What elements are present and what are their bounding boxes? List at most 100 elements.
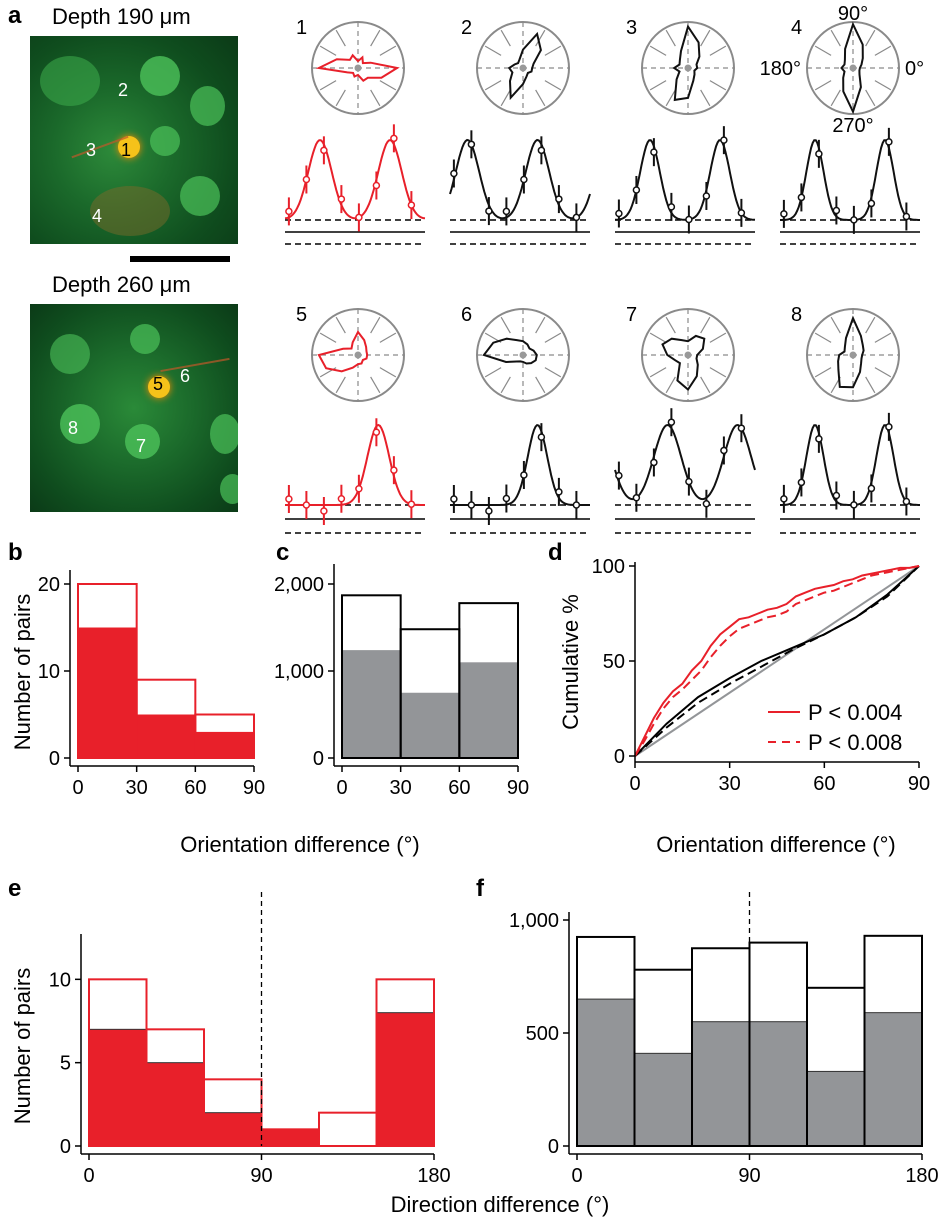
polar-tick <box>335 89 346 107</box>
data-point <box>902 497 911 506</box>
polar-tick <box>665 29 676 47</box>
polar-tick <box>709 367 727 378</box>
polar-response <box>837 315 865 389</box>
panel-e-letter: e <box>8 875 21 902</box>
cell-panel-2: 2 <box>449 17 591 245</box>
data-point <box>337 494 346 503</box>
x-tick-label: 180 <box>905 1165 938 1187</box>
cell-panel-5: 5 <box>285 304 425 534</box>
data-point <box>850 501 858 509</box>
polar-response <box>661 334 706 391</box>
polar-outer-circle <box>311 308 405 402</box>
tuning-curve <box>780 139 920 221</box>
x-tick-label: 90 <box>908 773 930 795</box>
data-point <box>685 477 693 486</box>
bar-filled <box>342 650 401 758</box>
y-tick-label: 0 <box>614 746 625 768</box>
data-point <box>407 201 416 209</box>
panel-f-letter: f <box>476 875 485 902</box>
polar-tick <box>830 316 841 334</box>
polar-outer-circle <box>806 21 900 115</box>
data-point <box>555 488 563 496</box>
polar-tick <box>379 332 397 343</box>
data-point <box>302 501 311 509</box>
polar-tick <box>484 332 502 343</box>
x-tick-label: 30 <box>719 773 741 795</box>
polar-center-dot <box>354 64 362 72</box>
polar-tick <box>874 80 892 91</box>
polar-tick <box>649 80 667 91</box>
data-point <box>832 491 841 500</box>
y-tick-label: 0 <box>60 1136 71 1158</box>
bar-outline <box>691 947 751 1147</box>
cell-label: 2 <box>118 80 129 100</box>
cell-label: 5 <box>153 374 164 394</box>
data-point <box>815 150 823 158</box>
y-tick-label: 500 <box>526 1023 559 1045</box>
y-tick-label: 20 <box>38 574 60 596</box>
bar-outline <box>863 934 923 1147</box>
data-point <box>537 433 546 441</box>
y-tick-label: 0 <box>49 748 60 770</box>
data-point <box>815 435 823 443</box>
y-tick-label: 50 <box>603 651 625 673</box>
bar-filled <box>146 1062 205 1147</box>
data-point <box>685 215 693 224</box>
bar-outline <box>203 1078 263 1148</box>
cell-panel-number: 7 <box>626 304 637 326</box>
bar-outline <box>633 968 693 1147</box>
cell-panel-number: 3 <box>626 17 637 39</box>
bar-filled <box>691 1021 750 1147</box>
polar-tick <box>649 45 667 56</box>
cell-panel-number: 5 <box>296 304 307 326</box>
polar-label-0: 0° <box>905 58 924 80</box>
x-tick-label: 30 <box>390 777 412 799</box>
data-point <box>650 458 658 467</box>
d-x-label: Orientation difference (°) <box>656 832 896 857</box>
bar-filled <box>634 1052 693 1147</box>
bar-outline <box>458 602 520 760</box>
data-point <box>867 484 876 493</box>
bar-outline <box>375 978 435 1147</box>
polar-tick <box>830 89 841 107</box>
polar-center-dot <box>684 64 692 72</box>
bar-outline <box>576 935 636 1148</box>
data-point <box>502 494 511 503</box>
polar-outer-circle <box>641 308 735 402</box>
y-tick-label: 100 <box>592 556 625 578</box>
polar-tick <box>335 29 346 47</box>
x-tick-label: 60 <box>184 777 206 799</box>
data-point <box>902 212 911 221</box>
cell-label: 1 <box>121 140 132 160</box>
polar-tick <box>335 316 346 334</box>
bar-filled <box>261 1128 320 1147</box>
polar-tick <box>874 45 892 56</box>
polar-tick <box>370 376 381 394</box>
bar-outline <box>88 978 148 1147</box>
polar-tick <box>700 376 711 394</box>
polar-tick <box>319 367 337 378</box>
polar-tick <box>830 29 841 47</box>
polar-tick <box>700 316 711 334</box>
bar-outline <box>318 1111 378 1147</box>
polar-tick <box>649 367 667 378</box>
polar-tick <box>814 80 832 91</box>
polar-label-180: 180° <box>760 58 801 80</box>
polar-tick <box>814 45 832 56</box>
data-point <box>667 203 676 211</box>
polar-tick <box>379 80 397 91</box>
data-point <box>390 134 398 143</box>
data-point <box>572 213 581 222</box>
tuning-curve <box>450 423 590 506</box>
bar-filled <box>376 1012 435 1147</box>
tuning-curve <box>285 423 425 506</box>
data-point <box>372 428 381 437</box>
polar-tick <box>535 89 546 107</box>
bar-filled <box>78 627 137 758</box>
polar-outer-circle <box>311 21 405 115</box>
legend-label: P < 0.004 <box>808 700 902 725</box>
polar-tick <box>370 29 381 47</box>
polar-tick <box>319 80 337 91</box>
polar-tick <box>665 376 676 394</box>
bar-outline <box>260 1128 320 1148</box>
